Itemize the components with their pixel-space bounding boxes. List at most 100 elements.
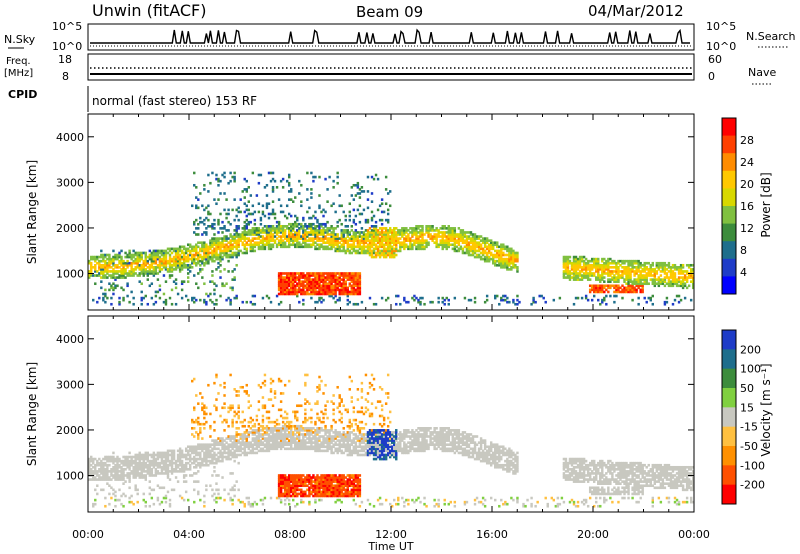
range-gate-cell: [633, 274, 636, 277]
range-gate-cell: [108, 274, 111, 277]
range-gate-cell: [366, 206, 370, 210]
range-gate-cell: [164, 496, 168, 500]
range-gate-cell: [269, 390, 273, 393]
range-gate-cell: [267, 247, 271, 251]
range-gate-cell: [148, 480, 152, 483]
range-gate-cell: [298, 245, 301, 249]
range-gate-cell: [324, 282, 327, 286]
range-gate-cell: [225, 298, 228, 302]
range-gate-cell: [263, 373, 267, 377]
range-gate-cell: [146, 470, 149, 473]
range-gate-cell: [471, 237, 475, 240]
range-gate-cell: [195, 227, 198, 230]
range-gate-cell: [209, 212, 212, 216]
range-gate-cell: [675, 280, 679, 283]
range-gate-cell: [665, 272, 669, 275]
range-gate-cell: [609, 280, 612, 283]
range-gate-cell: [358, 243, 362, 247]
date-title: 04/Mar/2012: [588, 2, 684, 20]
range-gate-cell: [271, 243, 275, 247]
range-gate-cell: [279, 239, 283, 242]
range-gate-cell: [500, 298, 503, 302]
range-gate-cell: [306, 274, 309, 277]
range-gate-cell: [344, 284, 347, 288]
range-gate-cell: [112, 261, 115, 265]
range-gate-cell: [211, 453, 214, 457]
range-gate-cell: [384, 175, 388, 179]
range-gate-cell: [287, 288, 291, 292]
range-gate-cell: [382, 247, 386, 251]
range-gate-cell: [617, 284, 620, 288]
range-gate-cell: [572, 257, 576, 261]
range-gate-cell: [483, 249, 487, 253]
range-gate-cell: [388, 204, 392, 208]
range-gate-cell: [126, 465, 129, 469]
range-gate-cell: [330, 274, 333, 277]
range-gate-cell: [590, 298, 594, 302]
range-gate-cell: [496, 255, 499, 259]
range-gate-cell: [512, 300, 515, 304]
range-gate-cell: [607, 270, 610, 273]
range-gate-cell: [346, 290, 349, 294]
range-gate-cell: [386, 192, 390, 195]
range-gate-cell: [243, 202, 246, 206]
range-gate-cell: [108, 257, 111, 261]
range-gate-cell: [677, 294, 681, 298]
range-gate-cell: [136, 492, 139, 496]
range-gate-cell: [120, 263, 123, 267]
range-gate-cell: [261, 441, 265, 444]
range-gate-cell: [124, 474, 127, 477]
range-gate-cell: [174, 247, 178, 251]
range-gate-cell: [172, 259, 176, 263]
range-gate-cell: [213, 251, 216, 255]
range-gate-cell: [255, 231, 259, 234]
range-gate-cell: [104, 253, 107, 257]
range-gate-cell: [136, 453, 139, 457]
range-gate-cell: [304, 231, 307, 234]
range-gate-cell: [677, 266, 681, 269]
range-gate-cell: [328, 286, 331, 290]
range-gate-cell: [251, 212, 255, 216]
range-gate-cell: [326, 276, 329, 279]
range-gate-cell: [338, 282, 341, 286]
range-gate-cell: [128, 270, 131, 273]
range-gate-cell: [102, 463, 105, 467]
range-gate-cell: [174, 261, 178, 265]
nave-tick-bottom: 0: [708, 70, 715, 83]
range-gate-cell: [221, 249, 224, 253]
range-gate-cell: [431, 300, 434, 304]
range-gate-cell: [322, 278, 325, 281]
range-gate-cell: [677, 280, 681, 283]
range-gate-cell: [215, 482, 218, 485]
range-gate-cell: [663, 302, 667, 306]
range-gate-cell: [308, 224, 311, 228]
range-gate-cell: [273, 433, 277, 436]
range-gate-cell: [92, 298, 95, 302]
range-gate-cell: [271, 439, 275, 442]
range-gate-cell: [590, 257, 594, 261]
range-gate-cell: [269, 247, 273, 251]
range-gate-cell: [514, 253, 517, 257]
range-gate-cell: [500, 263, 503, 267]
range-gate-cell: [492, 245, 495, 249]
range-gate-cell: [235, 247, 238, 251]
range-gate-cell: [160, 455, 164, 459]
range-gate-cell: [255, 418, 259, 422]
range-gate-cell: [247, 406, 250, 410]
range-gate-cell: [328, 294, 331, 298]
range-gate-cell: [283, 214, 287, 218]
range-gate-cell: [213, 447, 216, 451]
range-gate-cell: [261, 447, 265, 451]
range-gate-cell: [235, 455, 238, 459]
range-gate-cell: [370, 233, 374, 236]
range-gate-cell: [199, 463, 202, 467]
range-gate-cell: [378, 249, 382, 253]
range-gate-cell: [601, 298, 604, 302]
range-gate-cell: [312, 233, 315, 236]
range-gate-cell: [623, 280, 626, 283]
range-gate-cell: [340, 278, 343, 281]
range-gate-cell: [245, 249, 248, 253]
range-gate-cell: [98, 457, 101, 461]
range-gate-cell: [663, 263, 667, 267]
range-gate-cell: [465, 239, 469, 242]
